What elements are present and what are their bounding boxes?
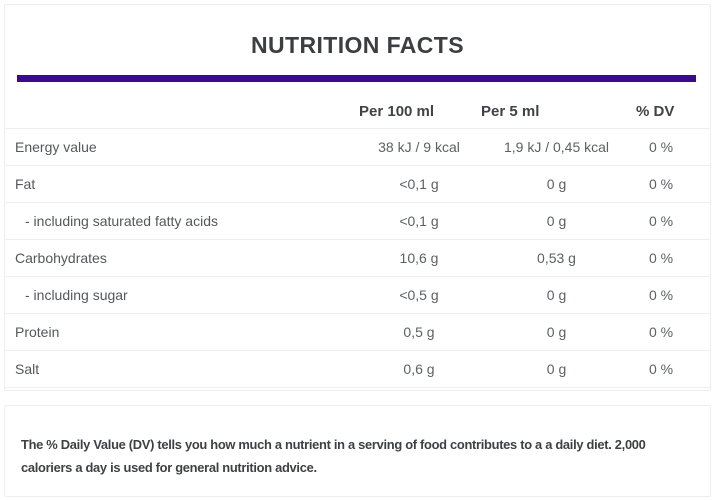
per-100ml-value: 38 kJ / 9 kcal	[378, 139, 460, 155]
footnote-line-2: caloriers a day is used for general nutr…	[21, 460, 317, 475]
dv-value: 0 %	[648, 287, 674, 303]
daily-value-footnote-card: The % Daily Value (DV) tells you how muc…	[4, 405, 711, 497]
dv-value: 0 %	[648, 176, 674, 192]
per-5ml-value: 0 g	[546, 361, 567, 377]
per-5ml-value: 0,53 g	[537, 250, 576, 266]
table-row: - including sugar <0,5 g 0 g 0 %	[5, 277, 710, 314]
row-label: Energy value	[15, 139, 97, 155]
table-row: - including saturated fatty acids <0,1 g 0…	[5, 203, 710, 240]
footnote-line-1: The % Daily Value (DV) tells you how muc…	[21, 437, 646, 452]
dv-value: 0 %	[648, 250, 674, 266]
per-5ml-value: 0 g	[546, 324, 567, 340]
per-5ml-value: 1,9 kJ / 0,45 kcal	[503, 139, 610, 155]
row-label: Salt	[15, 361, 40, 377]
per-5ml-value: 0 g	[546, 287, 567, 303]
dv-value: 0 %	[648, 139, 674, 155]
page-title: NUTRITION FACTS	[251, 32, 464, 58]
table-row: Energy value 38 kJ / 9 kcal 1,9 kJ / 0,45 …	[5, 129, 710, 166]
row-label: Fat	[15, 176, 36, 192]
row-label: - including sugar	[25, 287, 128, 303]
per-5ml-value: 0 g	[546, 176, 567, 192]
column-header-dv: % DV	[636, 103, 675, 120]
per-100ml-value: <0,5 g	[399, 287, 439, 303]
dv-value: 0 %	[648, 213, 674, 229]
accent-divider-bar	[17, 75, 696, 82]
nutrition-facts-card: NUTRITION FACTS Per 100 ml Per 5 ml % DV…	[4, 4, 711, 391]
dv-value: 0 %	[648, 361, 674, 377]
per-100ml-value: <0,1 g	[399, 213, 439, 229]
per-100ml-value: <0,1 g	[399, 176, 439, 192]
per-100ml-value: 0,5 g	[403, 324, 435, 340]
table-row: Salt 0,6 g 0 g 0 %	[5, 351, 710, 388]
table-row: Carbohydrates 10,6 g 0,53 g 0 %	[5, 240, 710, 277]
daily-value-footnote: The % Daily Value (DV) tells you how muc…	[5, 406, 710, 479]
dv-value: 0 %	[648, 324, 674, 340]
table-row: Fat <0,1 g 0 g 0 %	[5, 166, 710, 203]
column-header-per-5ml: Per 5 ml	[481, 103, 540, 120]
row-label: - including saturated fatty acids	[25, 213, 218, 229]
nutrition-rows: Energy value 38 kJ / 9 kcal 1,9 kJ / 0,45 …	[5, 129, 710, 388]
per-100ml-value: 10,6 g	[399, 250, 439, 266]
row-label: Carbohydrates	[15, 250, 107, 266]
column-header-per-100ml: Per 100 ml	[359, 103, 435, 120]
per-5ml-value: 0 g	[546, 213, 567, 229]
table-header-row: Per 100 ml Per 5 ml % DV	[5, 82, 710, 129]
table-row: Protein 0,5 g 0 g 0 %	[5, 314, 710, 351]
row-label: Protein	[15, 324, 60, 340]
per-100ml-value: 0,6 g	[403, 361, 435, 377]
